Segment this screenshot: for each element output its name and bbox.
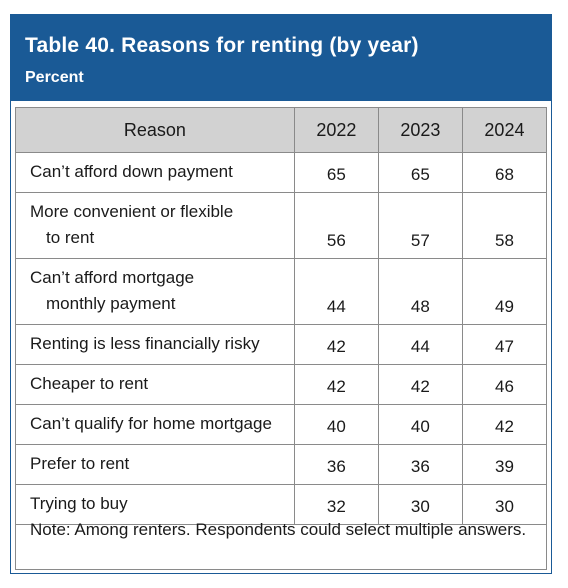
table-frame: Table 40. Reasons for renting (by year) …: [10, 14, 552, 574]
value-cell-2024: 46: [461, 364, 548, 405]
reason-text: Renting is less financially risky: [30, 334, 260, 353]
value-cell-2022: 40: [293, 404, 379, 445]
table-row: Can’t afford mortgage monthly payment 44 48…: [15, 258, 548, 325]
reason-text: Cheaper to rent: [30, 374, 149, 393]
reason-text: Can’t afford down payment: [30, 162, 233, 181]
reason-text: Trying to buy: [30, 494, 128, 513]
value-cell-2022: 42: [293, 324, 379, 365]
value-cell-2023: 40: [377, 404, 463, 445]
value-cell-2024: 58: [461, 192, 548, 259]
value-cell-2024: 42: [461, 404, 548, 445]
table-row: More convenient or flexible to rent 56 57 58: [15, 192, 548, 259]
value-cell-2023: 65: [377, 152, 463, 193]
reason-text-continued: monthly payment: [46, 294, 176, 313]
column-header-2022: 2022: [293, 107, 379, 153]
reason-text: More convenient or flexible: [30, 202, 234, 221]
column-header-reason: Reason: [15, 107, 295, 153]
value-cell-2023: 42: [377, 364, 463, 405]
value-cell-2024: 68: [461, 152, 548, 193]
table-row: Prefer to rent 36 36 39: [15, 444, 548, 485]
value-cell-2024: 39: [461, 444, 548, 485]
reason-text: Prefer to rent: [30, 454, 130, 473]
value-cell-2022: 44: [293, 258, 379, 325]
value-cell-2024: 49: [461, 258, 548, 325]
value-cell-2023: 36: [377, 444, 463, 485]
reason-text: Can’t qualify for home mortgage: [30, 414, 272, 433]
value-cell-2023: 48: [377, 258, 463, 325]
reason-cell: Can’t afford down payment: [15, 152, 295, 193]
reason-cell: Trying to buy: [15, 484, 295, 525]
reason-text-continued: to rent: [46, 228, 95, 247]
value-cell-2022: 56: [293, 192, 379, 259]
reason-cell: Prefer to rent: [15, 444, 295, 485]
column-header-2023: 2023: [377, 107, 463, 153]
reason-cell: Can’t afford mortgage monthly payment: [15, 258, 295, 325]
table-note: Note: Among renters. Respondents could s…: [15, 508, 547, 570]
column-header-row: Reason 2022 2023 2024: [15, 107, 548, 153]
reason-cell: Renting is less financially risky: [15, 324, 295, 365]
table-subtitle: Percent: [25, 69, 84, 86]
table-row: Trying to buy 32 30 30: [15, 484, 548, 525]
value-cell-2022: 32: [293, 484, 379, 525]
table-row: Can’t afford down payment 65 65 68: [15, 152, 548, 193]
reason-cell: Can’t qualify for home mortgage: [15, 404, 295, 445]
table-header-banner: Table 40. Reasons for renting (by year) …: [11, 15, 551, 101]
value-cell-2022: 42: [293, 364, 379, 405]
value-cell-2024: 47: [461, 324, 548, 365]
data-table: Reason 2022 2023 2024 Can’t afford down …: [15, 107, 548, 525]
value-cell-2024: 30: [461, 484, 548, 525]
value-cell-2023: 44: [377, 324, 463, 365]
value-cell-2022: 65: [293, 152, 379, 193]
table-body: Can’t afford down payment 65 65 68 More conv…: [15, 152, 548, 525]
table-row: Cheaper to rent 42 42 46: [15, 364, 548, 405]
value-cell-2022: 36: [293, 444, 379, 485]
column-header-2024: 2024: [461, 107, 548, 153]
value-cell-2023: 57: [377, 192, 463, 259]
reason-cell: More convenient or flexible to rent: [15, 192, 295, 259]
table-row: Can’t qualify for home mortgage 40 40 42: [15, 404, 548, 445]
table-title: Table 40. Reasons for renting (by year): [25, 34, 419, 57]
reason-text: Can’t afford mortgage: [30, 268, 195, 287]
table-row: Renting is less financially risky 42 44 47: [15, 324, 548, 365]
reason-cell: Cheaper to rent: [15, 364, 295, 405]
